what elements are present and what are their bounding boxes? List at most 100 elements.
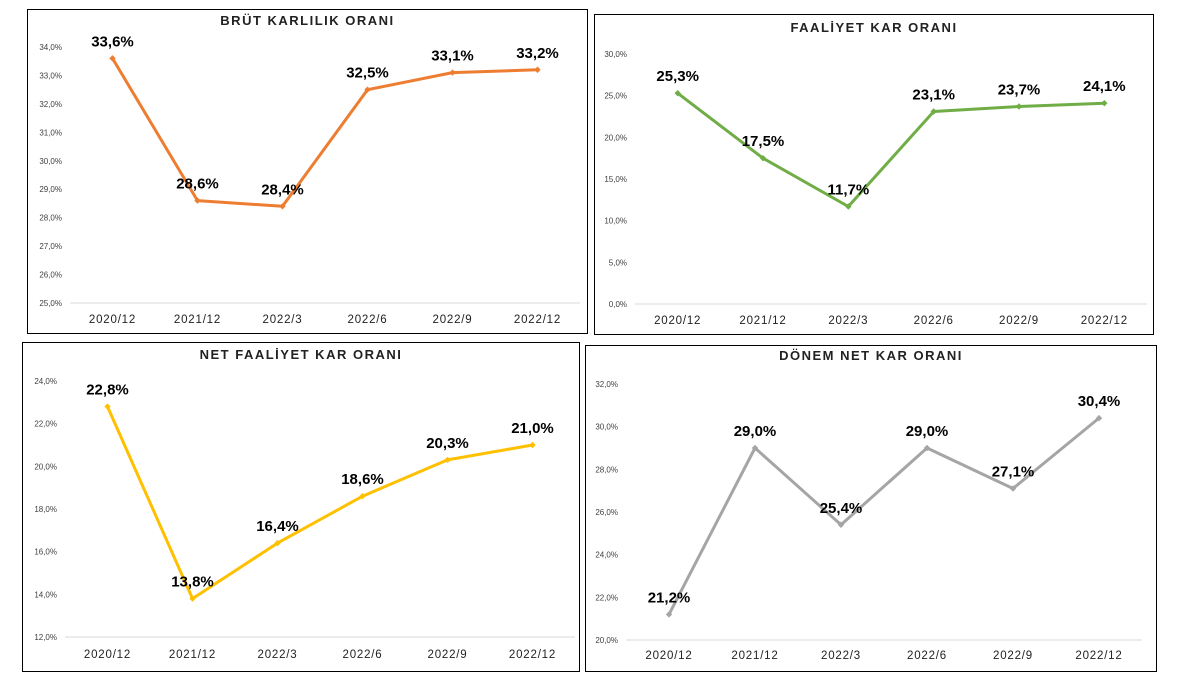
x-tick-label: 2022/12 [1081,315,1128,327]
operating-margin-plot: 0,0% 5,0% 10,0% 15,0% 20,0% 25,0% 30,0% 2020/12… [604,50,1147,327]
data-point [1101,99,1108,107]
data-label: 20,3% [426,435,469,452]
chart-title: FAALİYET KAR ORANI [790,20,958,35]
net-profit-margin-plot: 20,0% 22,0% 24,0% 26,0% 28,0% 30,0% 32,0% 2020/… [595,380,1142,662]
data-point [1009,485,1017,492]
data-label: 22,8% [86,382,129,399]
data-label: 13,8% [171,574,214,591]
y-tick-label: 25,0% [39,299,62,308]
data-point [364,86,371,93]
y-tick-label: 24,0% [34,377,57,386]
operating-margin-chart: FAALİYET KAR ORANI 0,0% 5,0% 10,0% 15,0% 20,… [594,14,1154,335]
data-point [923,444,931,452]
data-label: 28,4% [261,181,304,198]
x-tick-label: 2021/12 [169,649,216,661]
data-point [104,403,111,410]
data-label: 33,6% [91,33,134,50]
data-point [751,444,759,452]
data-label: 17,5% [742,133,785,150]
series-line [111,56,539,208]
data-label: 16,4% [256,518,299,535]
x-tick-label: 2022/6 [348,314,388,326]
chart-title: DÖNEM NET KAR ORANI [779,348,963,363]
data-label: 32,5% [346,65,389,82]
data-point [529,441,536,449]
x-tick-label: 2020/12 [654,315,701,327]
x-tick-label: 2022/12 [1075,650,1122,662]
y-tick-label: 30,0% [604,50,627,59]
y-tick-label: 26,0% [595,508,618,517]
data-point [534,66,541,73]
x-tick-label: 2022/3 [263,314,303,326]
data-label: 24,1% [1083,78,1126,95]
data-point [359,493,366,500]
x-tick-label: 2022/3 [821,650,861,662]
x-tick-label: 2022/12 [514,314,561,326]
y-tick-label: 15,0% [604,175,627,184]
data-label: 29,0% [734,423,777,440]
data-label: 28,6% [176,176,219,193]
data-label: 18,6% [341,471,384,488]
net-operating-margin-chart: NET FAALİYET KAR ORANI 12,0% 14,0% 16,0% 18… [22,342,580,672]
y-tick-label: 30,0% [39,157,62,166]
y-tick-label: 33,0% [39,71,62,80]
y-tick-label: 27,0% [39,242,62,251]
chart-title: BRÜT KARLILIK ORANI [220,13,395,28]
y-tick-label: 0,0% [609,300,627,309]
y-tick-label: 24,0% [595,551,618,560]
data-label: 25,3% [656,68,699,85]
series-line [676,91,1106,208]
data-label: 21,2% [648,589,691,606]
data-label: 27,1% [992,464,1035,481]
data-label: 33,1% [431,48,474,65]
y-tick-label: 28,0% [595,465,618,474]
data-point [194,197,201,204]
x-tick-label: 2022/9 [999,315,1039,327]
data-label: 23,7% [998,82,1041,99]
data-label: 30,4% [1078,393,1121,410]
x-tick-label: 2022/3 [258,649,298,661]
y-tick-label: 34,0% [39,43,62,52]
x-tick-label: 2021/12 [174,314,221,326]
y-tick-label: 32,0% [39,100,62,109]
data-label: 23,1% [912,87,955,104]
data-label: 29,0% [906,423,949,440]
y-tick-label: 18,0% [34,505,57,514]
y-tick-label: 20,0% [34,462,57,471]
y-tick-label: 10,0% [604,217,627,226]
y-tick-label: 22,0% [34,420,57,429]
x-tick-label: 2021/12 [739,315,786,327]
data-point [279,203,286,210]
series-line [667,416,1101,616]
y-tick-label: 20,0% [595,636,618,645]
series-line [106,405,534,601]
chart-title: NET FAALİYET KAR ORANI [199,347,403,362]
y-tick-label: 22,0% [595,593,618,602]
y-tick-label: 12,0% [34,633,57,642]
data-point [109,55,116,62]
x-tick-label: 2022/9 [993,650,1033,662]
data-label: 25,4% [820,500,863,517]
gross-margin-plot: 25,0% 26,0% 27,0% 28,0% 29,0% 30,0% 31,0% 32,0%… [39,33,580,326]
data-label: 11,7% [827,182,869,199]
data-point [1015,103,1023,110]
data-point [759,154,767,162]
y-tick-label: 30,0% [595,423,618,432]
x-tick-label: 2020/12 [84,649,131,661]
y-tick-label: 28,0% [39,214,62,223]
data-point [449,69,456,76]
data-point [444,456,451,464]
x-tick-label: 2022/9 [433,314,473,326]
x-tick-label: 2020/12 [645,650,692,662]
y-tick-label: 16,0% [34,548,57,557]
y-tick-label: 25,0% [604,92,627,101]
y-tick-label: 5,0% [609,258,627,267]
y-tick-label: 29,0% [39,185,62,194]
y-tick-label: 31,0% [39,128,62,137]
data-label: 33,2% [516,45,559,62]
x-tick-label: 2022/3 [828,315,868,327]
x-tick-label: 2022/6 [343,649,383,661]
data-point [1095,414,1103,422]
x-tick-label: 2020/12 [89,314,136,326]
x-tick-label: 2022/9 [428,649,468,661]
